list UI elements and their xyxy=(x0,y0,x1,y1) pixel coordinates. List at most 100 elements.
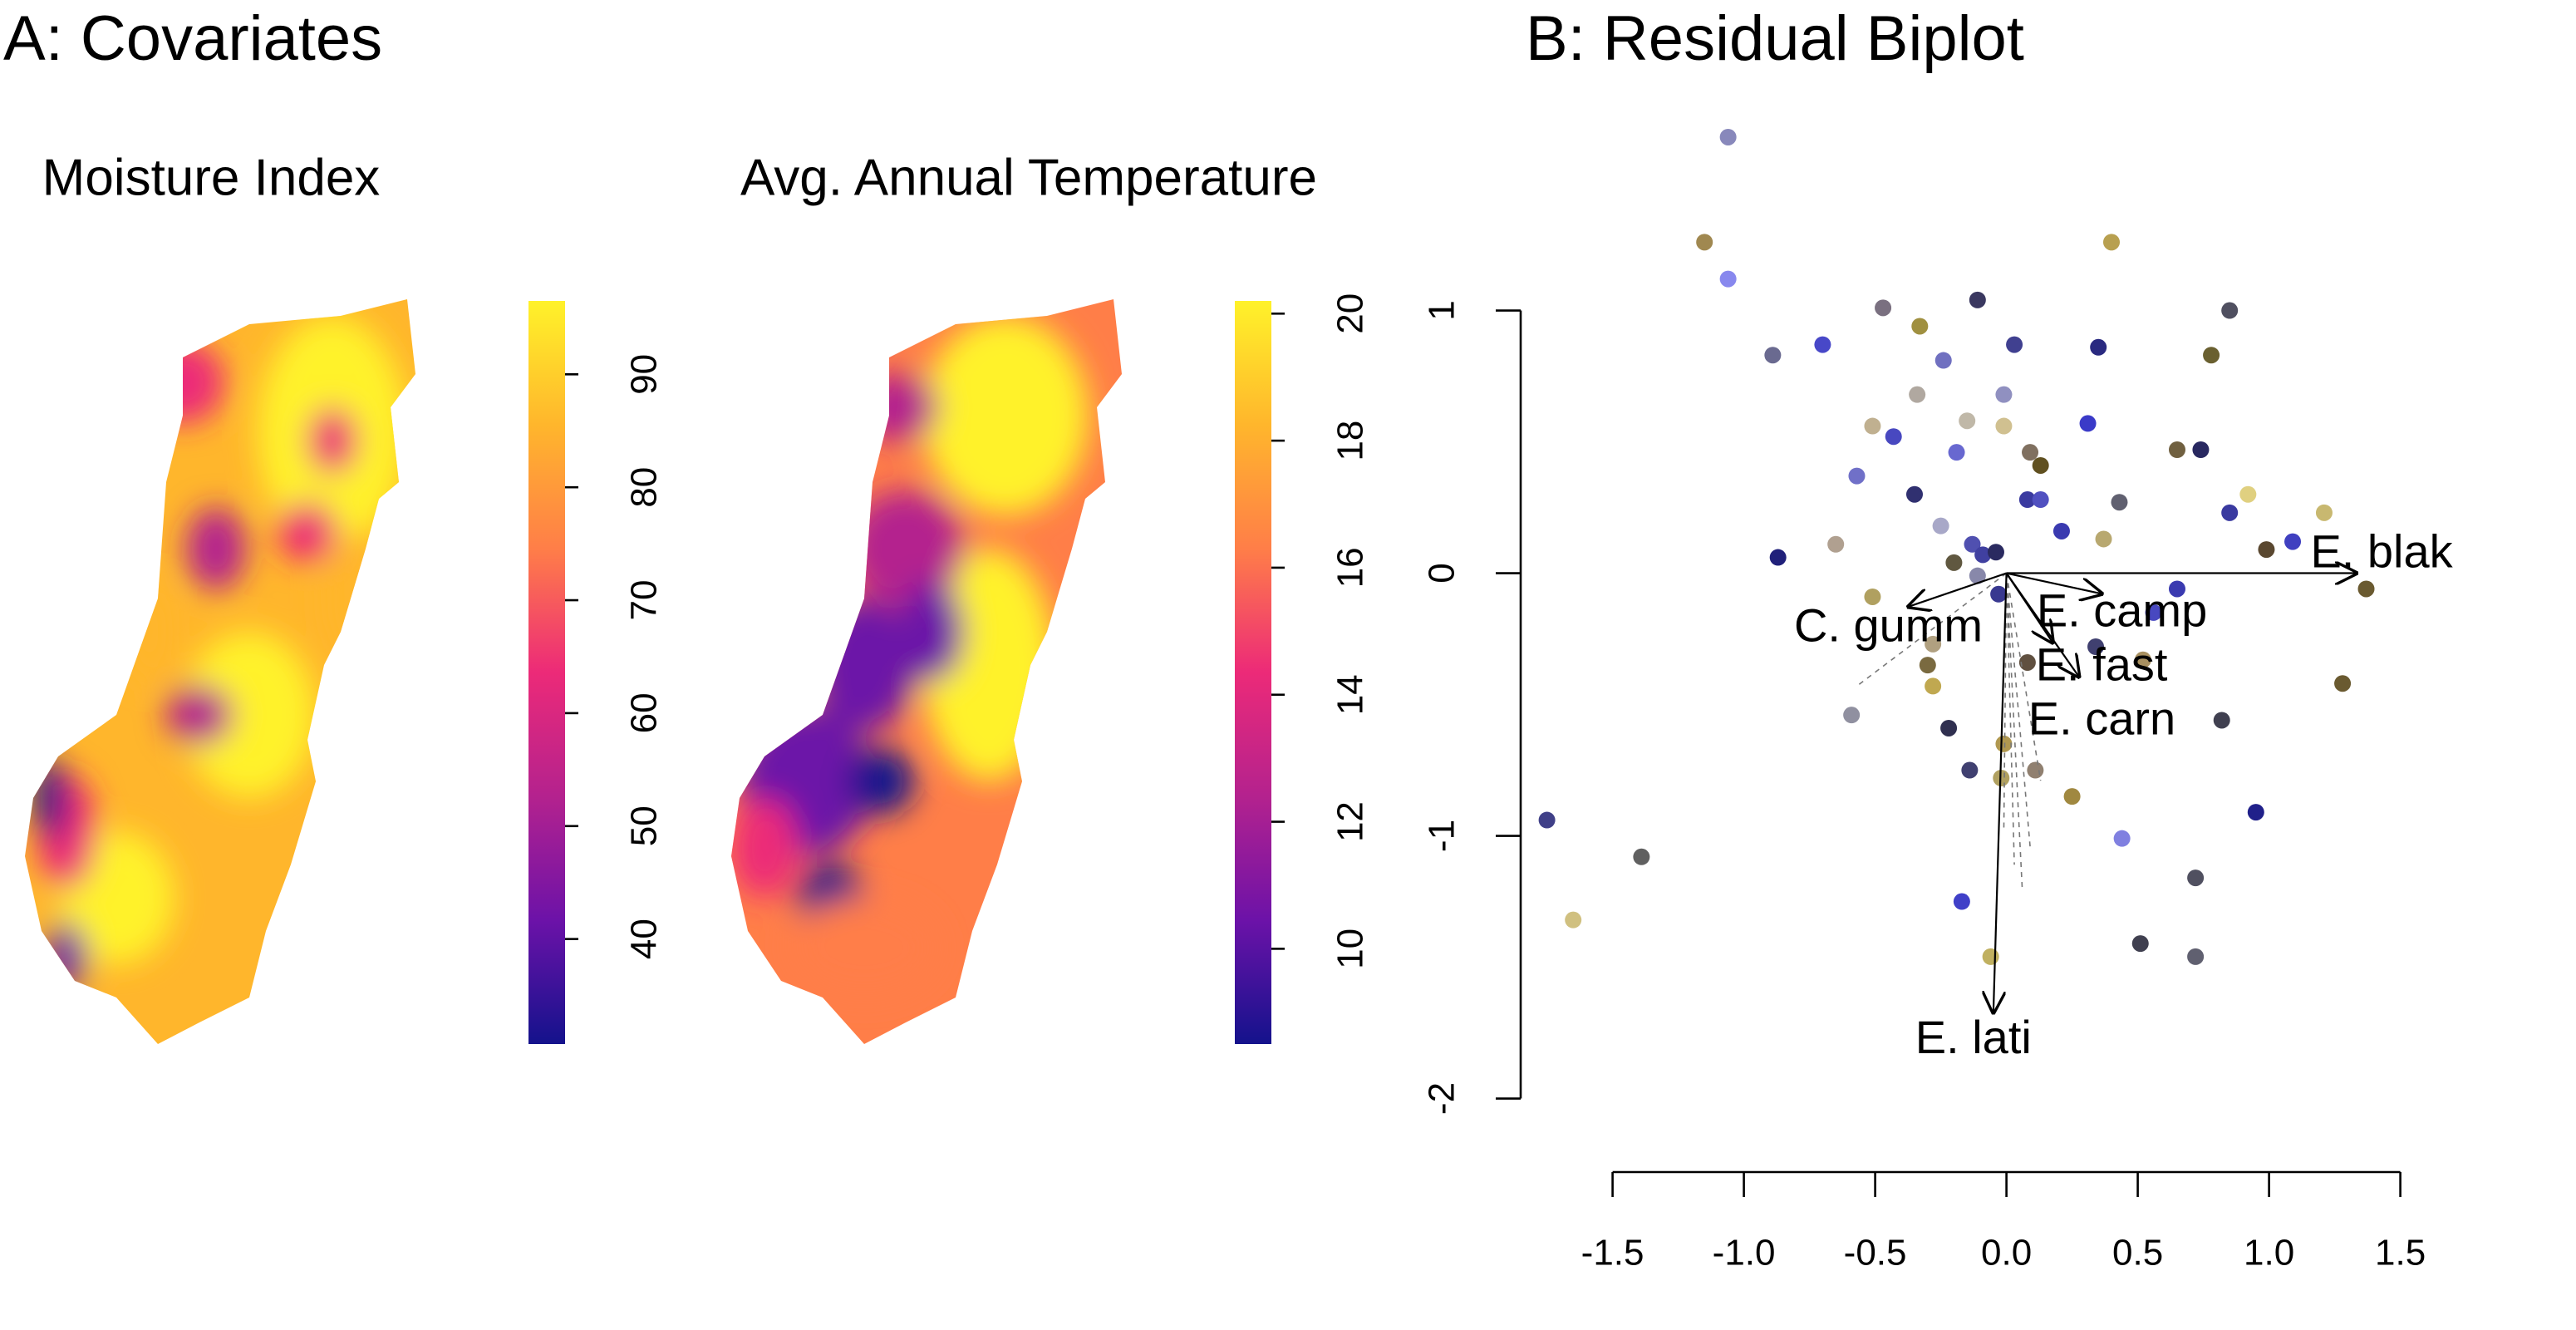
site-point xyxy=(2032,491,2049,509)
minor-arrow xyxy=(2005,573,2015,865)
site-point xyxy=(2258,541,2275,559)
site-point xyxy=(1995,735,2013,752)
colorbar xyxy=(1235,301,1271,1044)
arrow-label: E. camp xyxy=(2037,584,2207,637)
site-point xyxy=(2239,485,2257,503)
arrow-label: E. carn xyxy=(2028,692,2175,745)
site-point xyxy=(1925,635,1942,653)
site-point xyxy=(2018,491,2036,509)
site-point xyxy=(2018,653,2036,671)
map-title: Moisture Index xyxy=(42,149,381,206)
colorbar-tick-label: 12 xyxy=(1330,801,1371,842)
panel-title: A: Covariates xyxy=(3,3,382,74)
site-point xyxy=(1885,428,1902,446)
map xyxy=(731,299,1122,1044)
arrow-label: E. lati xyxy=(1915,1011,2032,1063)
site-point xyxy=(2113,830,2131,847)
y-tick-label: -1 xyxy=(1422,820,1463,852)
map xyxy=(25,299,415,1044)
map-region xyxy=(789,898,939,998)
site-point xyxy=(2357,580,2375,598)
site-point xyxy=(1565,911,1582,929)
arrow-label: C. gumm xyxy=(1794,598,1983,651)
site-point xyxy=(1948,444,1965,461)
site-point xyxy=(1995,386,2013,403)
site-point xyxy=(2103,234,2120,251)
colorbar-tick-label: 16 xyxy=(1330,547,1371,588)
site-point xyxy=(2087,638,2105,655)
site-point xyxy=(1696,234,1713,251)
site-point xyxy=(2187,869,2205,887)
loading-arrow xyxy=(1907,572,2007,608)
colorbar-tick-label: 60 xyxy=(624,692,665,733)
site-point xyxy=(1953,893,1970,910)
site-point xyxy=(1925,677,1942,695)
site-point xyxy=(1864,417,1881,435)
map-region xyxy=(856,374,939,441)
site-point xyxy=(2022,444,2039,461)
site-point xyxy=(1959,412,1976,430)
site-point xyxy=(2134,651,2151,668)
site-point xyxy=(2090,338,2107,356)
map-region xyxy=(324,532,391,665)
map-region xyxy=(183,632,316,798)
map-region xyxy=(848,748,914,815)
site-point xyxy=(2221,504,2239,521)
site-point xyxy=(1969,567,1986,584)
map-region xyxy=(166,685,233,745)
colorbar-tick-label: 10 xyxy=(1330,929,1371,969)
site-point xyxy=(2131,935,2149,953)
x-tick-label: -0.5 xyxy=(1844,1233,1907,1273)
map-region xyxy=(307,407,357,474)
site-point xyxy=(1964,535,1981,553)
site-point xyxy=(2063,788,2081,805)
map-region xyxy=(186,507,246,590)
site-point xyxy=(2247,804,2264,821)
colorbar xyxy=(528,301,565,1044)
site-point xyxy=(1814,336,1831,353)
site-point xyxy=(2032,456,2049,474)
site-point xyxy=(2052,522,2070,539)
map-region xyxy=(897,582,964,682)
site-point xyxy=(2221,302,2239,319)
arrow-label: E. blak xyxy=(2310,525,2453,577)
site-point xyxy=(2334,675,2352,692)
site-point xyxy=(1940,719,1958,736)
site-point xyxy=(2187,948,2205,965)
site-point xyxy=(1945,554,1963,571)
site-point xyxy=(1633,848,1650,865)
site-point xyxy=(2027,761,2044,779)
minor-arrow xyxy=(1856,572,2008,687)
site-point xyxy=(1974,546,1992,564)
x-tick-label: 0.5 xyxy=(2112,1233,2163,1273)
site-point xyxy=(2006,336,2023,353)
site-point xyxy=(2145,603,2162,621)
site-point xyxy=(2213,712,2230,729)
map-region xyxy=(33,756,66,840)
site-point xyxy=(1827,535,1845,553)
site-point xyxy=(1982,948,1999,965)
site-point xyxy=(2079,415,2097,432)
site-point xyxy=(2095,530,2112,548)
y-tick-label: -2 xyxy=(1422,1082,1463,1115)
site-point xyxy=(1990,585,2008,603)
site-point xyxy=(1719,128,1737,145)
site-point xyxy=(1911,318,1929,335)
site-point xyxy=(1932,517,1949,534)
colorbar-tick-label: 70 xyxy=(624,580,665,621)
loading-arrow xyxy=(2005,572,2054,644)
site-point xyxy=(1909,386,1926,403)
site-point xyxy=(2169,580,2185,598)
map-region xyxy=(848,490,964,607)
y-tick-label: 0 xyxy=(1422,563,1463,583)
site-point xyxy=(1961,761,1979,779)
site-point xyxy=(1764,347,1782,364)
site-point xyxy=(1719,270,1737,288)
arrow-label: E. fast xyxy=(2036,638,2168,691)
colorbar-tick-label: 80 xyxy=(624,467,665,508)
site-point xyxy=(2192,441,2210,458)
site-point xyxy=(1864,588,1881,605)
site-point xyxy=(1934,352,1952,369)
